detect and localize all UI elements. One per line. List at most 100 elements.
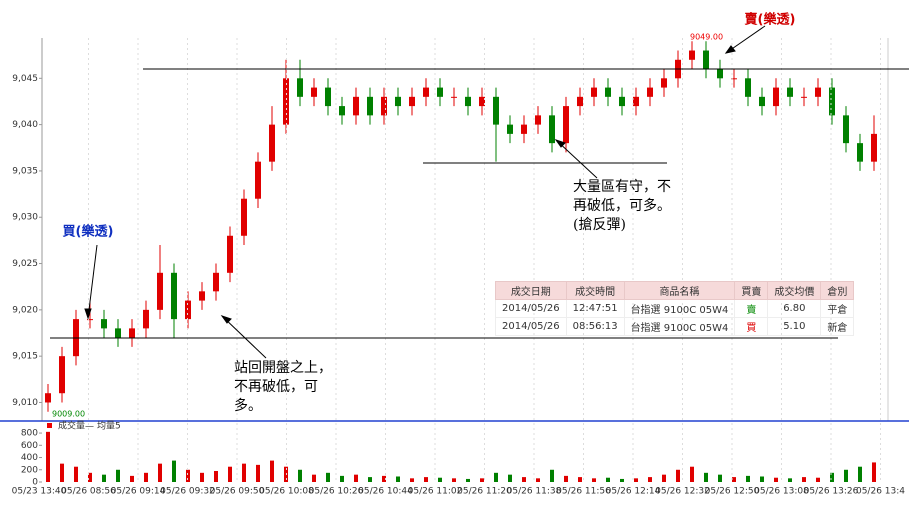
cell: 08:56:13 <box>565 317 625 336</box>
volume-bar <box>592 478 596 482</box>
cell: 買 <box>734 317 769 336</box>
header-cell: 成交時間 <box>565 281 625 300</box>
volume-bar <box>368 477 372 482</box>
x-tick-label: 05/26 13:26 <box>804 487 859 497</box>
x-tick-label: 05/26 09:14 <box>111 487 166 497</box>
volume-bar <box>536 478 540 482</box>
volume-bar <box>508 474 512 482</box>
note-line: 再破低，可多。 <box>573 197 671 214</box>
x-tick-label: 05/26 13:4 <box>856 487 905 497</box>
arrows <box>84 25 766 359</box>
y-tick-label: 9,020 <box>12 305 38 315</box>
table-row: 2014/05/26 08:56:13 台指選 9100C 05W4 買 5.10 新倉 <box>495 317 855 336</box>
header-cell: 成交日期 <box>495 281 567 300</box>
volume-bar <box>158 463 162 482</box>
volume-bar <box>620 478 624 482</box>
volume-bar <box>186 469 190 482</box>
note-line: 大量區有守，不 <box>573 179 671 195</box>
volume-bar <box>494 472 498 482</box>
y-tick-label: 9,035 <box>12 166 38 176</box>
volume-bar <box>242 463 246 482</box>
volume-bar <box>396 476 400 482</box>
legend-swatch <box>47 423 52 428</box>
legend-entry: 均量5 <box>97 420 121 432</box>
volume-bar <box>676 469 680 482</box>
header-cell: 倉別 <box>820 281 855 300</box>
volume-bar <box>354 474 358 482</box>
x-tick-label: 05/26 10:44 <box>358 487 413 497</box>
x-tick-label: 05/26 11:02 <box>408 487 463 497</box>
y-tick-label: 9,010 <box>12 398 38 408</box>
header-cell: 商品名稱 <box>623 281 736 300</box>
x-tick-label: 05/26 11:56 <box>556 487 611 497</box>
volume-bar <box>648 477 652 482</box>
volume-bar <box>564 475 568 482</box>
volume-bar <box>858 466 862 482</box>
vol-tick-label: 200 <box>21 465 38 475</box>
note-line: 多。 <box>234 397 262 414</box>
volume-bar <box>704 472 708 482</box>
volume-bar <box>816 477 820 482</box>
table-header: 成交日期 成交時間 商品名稱 買賣 成交均價 倉別 <box>495 281 855 300</box>
min-label: 9009.00 <box>52 410 85 419</box>
volume-bar <box>130 475 134 482</box>
table-row: 2014/05/26 12:47:51 台指選 9100C 05W4 賣 6.80 平倉 <box>495 299 855 318</box>
volume-bar <box>200 472 204 482</box>
vol-tick-label: 800 <box>21 429 38 439</box>
volume-bar <box>760 476 764 482</box>
buy-label: 買(樂透) <box>63 224 114 240</box>
volume-bar <box>144 472 148 482</box>
x-tick-label: 05/26 09:50 <box>210 487 265 497</box>
legend-entry: 成交量 <box>58 420 85 432</box>
volume-bar <box>844 469 848 482</box>
header-cell: 買賣 <box>734 281 769 300</box>
x-tick-label: 05/26 10:26 <box>309 487 364 497</box>
volume-bar <box>74 466 78 482</box>
volume-bar <box>46 431 50 482</box>
legend-sep: — <box>85 422 94 432</box>
cell: 12:47:51 <box>565 299 625 318</box>
volume-bar <box>774 477 778 482</box>
volume-bar <box>256 464 260 482</box>
volume-bar <box>102 474 106 482</box>
volume-bar <box>382 475 386 482</box>
cell: 6.80 <box>767 299 822 318</box>
vol-tick-label: 600 <box>21 441 38 451</box>
volume-bar <box>830 472 834 482</box>
trade-table: 成交日期 成交時間 商品名稱 買賣 成交均價 倉別 2014/05/26 12:47:51 台… <box>495 281 855 336</box>
volume-bar <box>424 477 428 482</box>
note-line: (搶反彈) <box>573 216 626 233</box>
sell-label: 賣(樂透) <box>745 12 796 28</box>
cell: 賣 <box>734 299 769 318</box>
volume-bar <box>116 469 120 482</box>
volume-bar <box>690 466 694 482</box>
volume-bar <box>466 478 470 482</box>
volume-bar <box>788 478 792 482</box>
vol-tick-label: 0 <box>32 478 38 488</box>
volume-bar <box>732 477 736 482</box>
volume-bar <box>326 472 330 482</box>
volume-bar <box>872 462 876 482</box>
cell: 台指選 9100C 05W4 <box>623 299 736 318</box>
cell: 5.10 <box>767 317 822 336</box>
x-tick-label: 05/26 11:20 <box>457 487 512 497</box>
volume-bar <box>60 463 64 482</box>
x-tick-label: 05/26 09:32 <box>160 487 215 497</box>
x-tick-label: 05/26 10:08 <box>259 487 314 497</box>
y-tick-label: 9,040 <box>12 120 38 130</box>
y-tick-label: 9,015 <box>12 352 38 362</box>
volume-bar <box>718 474 722 482</box>
cell: 新倉 <box>820 317 855 336</box>
volume-bar <box>522 477 526 482</box>
cell: 平倉 <box>820 299 855 318</box>
volume-bar <box>746 475 750 482</box>
cell: 2014/05/26 <box>495 299 567 318</box>
volume-bar <box>298 469 302 482</box>
volume-bar <box>312 474 316 482</box>
y-tick-label: 9,045 <box>12 74 38 84</box>
volume-bar <box>550 469 554 482</box>
volume-bar <box>634 478 638 482</box>
max-label: 9049.00 <box>690 33 723 42</box>
x-tick-label: 05/26 12:50 <box>705 487 760 497</box>
